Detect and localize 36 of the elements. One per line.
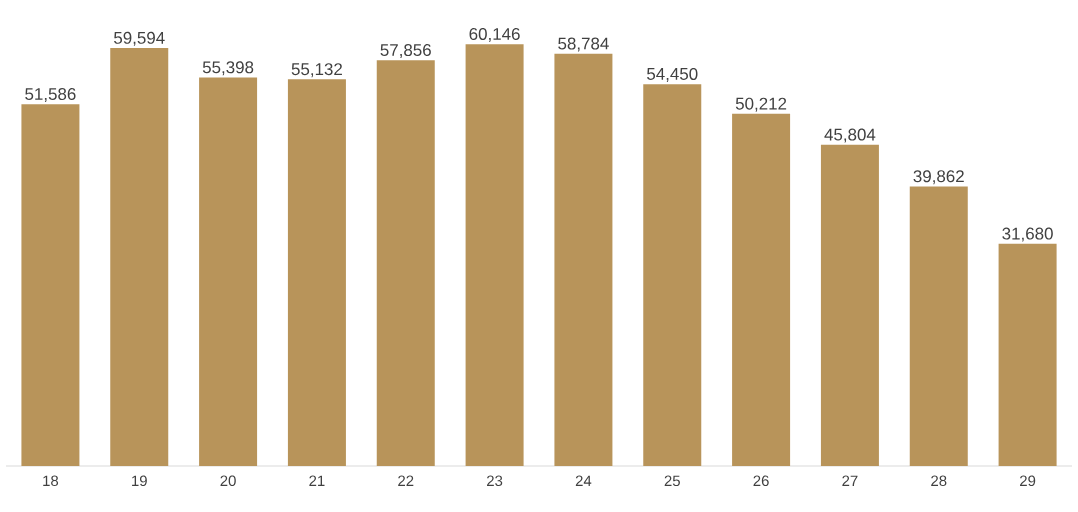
data-label: 57,856 bbox=[380, 44, 431, 59]
bar bbox=[643, 84, 702, 466]
x-tick-label: 20 bbox=[220, 475, 236, 487]
data-label: 50,212 bbox=[735, 97, 787, 112]
x-tick-label: 23 bbox=[487, 475, 503, 487]
bar bbox=[998, 243, 1057, 466]
bar bbox=[732, 113, 791, 466]
x-tick-label: 28 bbox=[931, 475, 947, 487]
data-label: 45,804 bbox=[824, 128, 876, 143]
x-tick-label: 27 bbox=[842, 475, 858, 486]
x-tick-label: 22 bbox=[398, 475, 414, 486]
x-tick-label: 19 bbox=[132, 475, 147, 487]
data-label: 60,146 bbox=[469, 27, 520, 42]
x-tick-label: 18 bbox=[43, 475, 59, 487]
data-label: 54,450 bbox=[647, 67, 698, 82]
data-label: 55,132 bbox=[291, 63, 342, 78]
data-label: 31,680 bbox=[1002, 227, 1053, 242]
data-label: 59,594 bbox=[114, 31, 165, 46]
bar bbox=[465, 44, 524, 466]
data-label: 55,398 bbox=[202, 61, 254, 76]
bar bbox=[287, 79, 346, 466]
bar bbox=[909, 186, 968, 466]
data-label: 58,784 bbox=[558, 37, 609, 52]
x-tick-label: 26 bbox=[753, 475, 769, 487]
x-tick-label: 24 bbox=[575, 475, 592, 486]
x-tick-label: 21 bbox=[309, 475, 325, 486]
bar bbox=[199, 77, 258, 466]
x-tick-label: 25 bbox=[664, 475, 680, 487]
bar bbox=[554, 53, 613, 466]
bar bbox=[820, 144, 879, 466]
bar bbox=[110, 48, 169, 466]
data-label: 51,586 bbox=[25, 88, 76, 103]
bar bbox=[21, 104, 80, 466]
data-label: 39,862 bbox=[913, 170, 964, 185]
bar bbox=[376, 60, 435, 466]
x-tick-label: 29 bbox=[1020, 475, 1036, 487]
